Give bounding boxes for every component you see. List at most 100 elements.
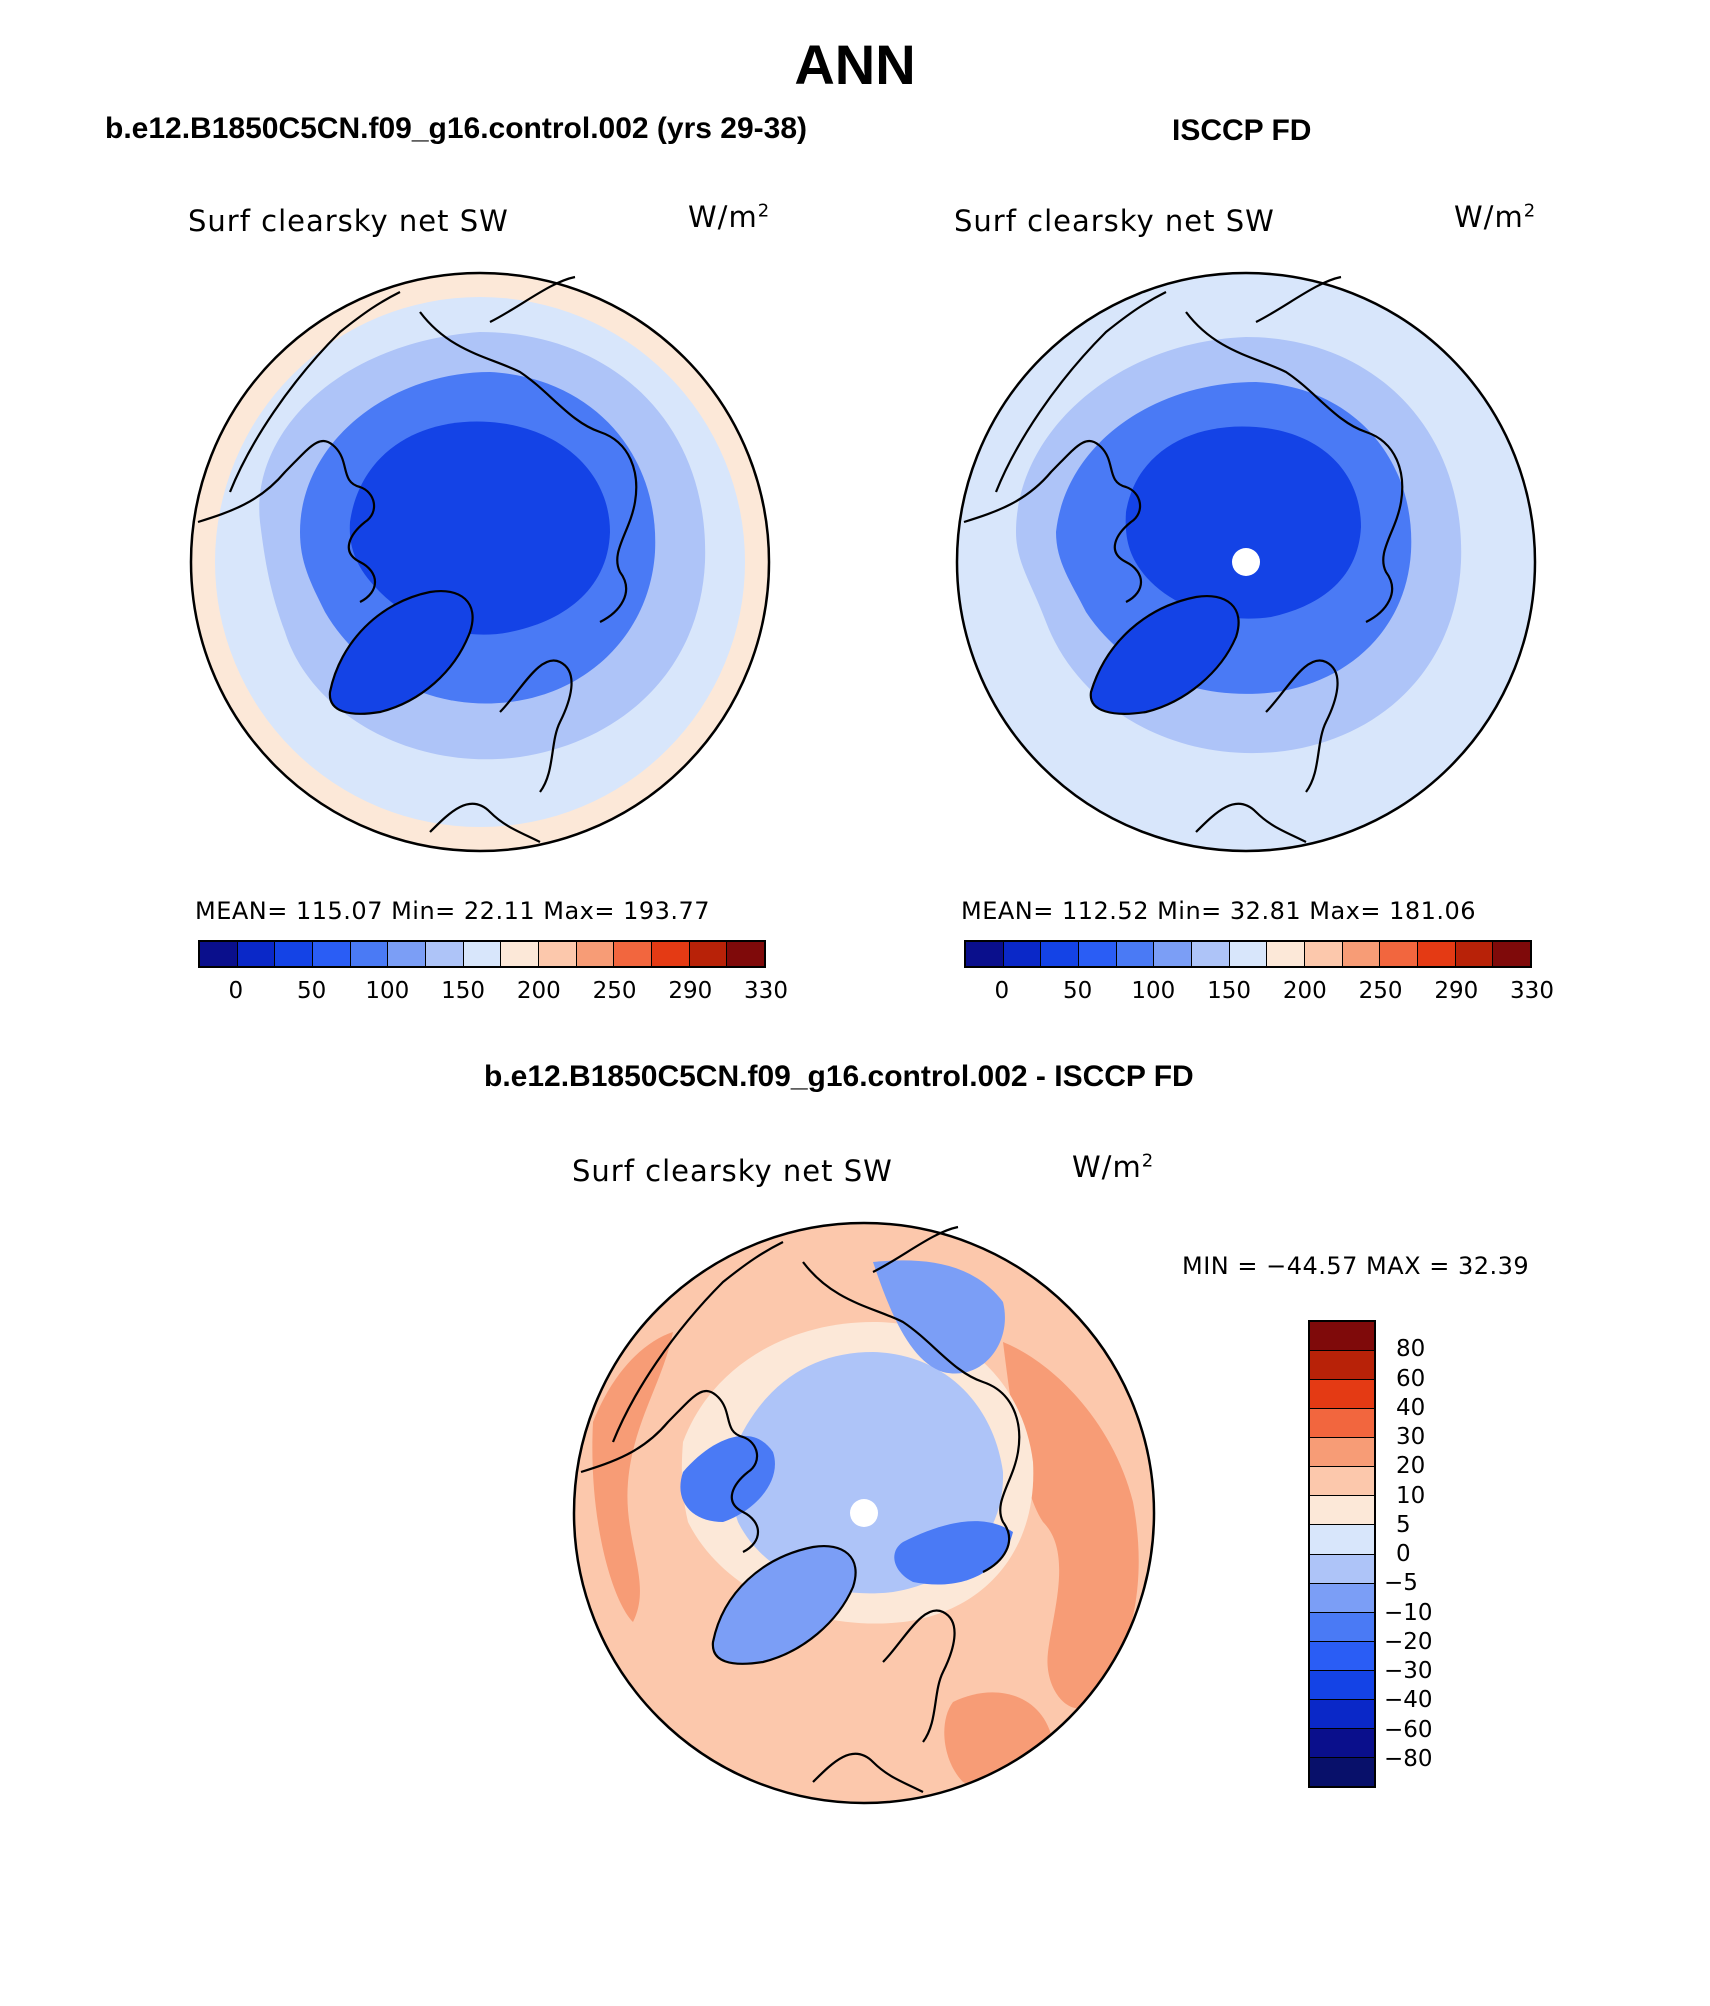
colorbar-swatch [463, 942, 502, 966]
obs-units-label: W/m2 [1454, 200, 1537, 234]
colorbar-tick-label: 0 [228, 978, 244, 1004]
colorbar-tick-label: 80 [1396, 1336, 1426, 1363]
obs-colorbar-ticks: 0 50 100 150 200 250 290 330 [964, 978, 1554, 1008]
colorbar-swatch [1310, 1467, 1374, 1497]
diff-units-label: W/m2 [1072, 1150, 1155, 1184]
colorbar-swatch [1418, 942, 1456, 966]
deep-blue-region [1125, 426, 1361, 619]
page-title: ANN [794, 33, 916, 96]
colorbar-swatch [1310, 1728, 1374, 1758]
obs-case-title: ISCCP FD [1172, 114, 1312, 147]
model-stats: MEAN= 115.07 Min= 22.11 Max= 193.77 [195, 897, 711, 925]
colorbar-swatch [1380, 942, 1419, 966]
colorbar-swatch [1310, 1699, 1374, 1729]
colorbar-swatch [313, 942, 351, 966]
colorbar-tick-label: 100 [365, 978, 410, 1004]
colorbar-tick-label: 330 [1510, 978, 1554, 1004]
colorbar-tick-label: 20 [1396, 1453, 1426, 1480]
colorbar-swatch [1342, 942, 1381, 966]
colorbar-swatch [1310, 1757, 1374, 1786]
diff-stats: MIN = −44.57 MAX = 32.39 [1182, 1252, 1530, 1280]
colorbar-swatch [237, 942, 276, 966]
colorbar-tick-label: −30 [1384, 1658, 1433, 1684]
diff-case-title: b.e12.B1850C5CN.f09_g16.control.002 - IS… [484, 1060, 1194, 1093]
colorbar-swatch [501, 942, 540, 966]
colorbar-tick-label: −5 [1384, 1570, 1418, 1597]
colorbar-tick-label: 150 [441, 978, 486, 1004]
orange-patch-east [1003, 1342, 1139, 1709]
coastlines [963, 275, 1404, 843]
colorbar-swatch [1310, 1409, 1374, 1439]
colorbar-swatch [1310, 1670, 1374, 1700]
colorbar-swatch [1310, 1612, 1374, 1642]
greenland-coast [328, 589, 474, 715]
europe-coast [429, 802, 541, 843]
colorbar-tick-label: 150 [1207, 978, 1252, 1004]
colorbar-swatch [539, 942, 577, 966]
colorbar-tick-label: 100 [1131, 978, 1176, 1004]
alaska-coast [228, 291, 401, 493]
model-case-title: b.e12.B1850C5CN.f09_g16.control.002 (yrs… [105, 112, 808, 145]
obs-variable-label: Surf clearsky net SW [954, 204, 1275, 238]
colorbar-tick-label: −10 [1384, 1599, 1433, 1626]
colorbar-tick-label: 10 [1396, 1482, 1426, 1509]
colorbar-swatch [275, 942, 314, 966]
mid-blue-region-canada [680, 1435, 775, 1522]
colorbar-swatch [966, 942, 1004, 966]
colorbar-swatch [426, 942, 464, 966]
colorbar-swatch [1310, 1641, 1374, 1671]
colorbar-tick-label: 200 [1282, 978, 1327, 1004]
model-colorbar [198, 940, 766, 968]
colorbar-tick-label: −40 [1384, 1687, 1433, 1714]
colorbar-swatch [1154, 942, 1193, 966]
colorbar-swatch [727, 942, 765, 966]
obs-stats: MEAN= 112.52 Min= 32.81 Max= 181.06 [961, 897, 1477, 925]
blue-greenland [712, 1546, 856, 1664]
diff-variable-label: Surf clearsky net SW [572, 1154, 893, 1188]
colorbar-tick-label: 30 [1396, 1424, 1426, 1450]
obs-colorbar [964, 940, 1532, 968]
colorbar-swatch [652, 942, 690, 966]
colorbar-tick-label: 60 [1396, 1365, 1426, 1392]
greenland-region [329, 591, 473, 714]
colorbar-tick-label: 0 [1396, 1541, 1411, 1567]
coastlines [580, 1225, 1021, 1793]
pole-hole [1232, 548, 1260, 576]
colorbar-swatch [1003, 942, 1042, 966]
colorbar-swatch [1310, 1380, 1374, 1410]
chukotka-coast [489, 275, 576, 323]
model-colorbar-ticks: 0 50 100 150 200 250 290 330 [198, 978, 788, 1008]
colorbar-swatch [689, 942, 728, 966]
colorbar-swatch [1229, 942, 1268, 966]
colorbar-swatch [388, 942, 427, 966]
orange-patch-west [592, 1332, 673, 1622]
colorbar-swatch [1305, 942, 1343, 966]
siberia-coast [419, 311, 638, 623]
colorbar-swatch [1310, 1351, 1374, 1381]
colorbar-swatch [1493, 942, 1531, 966]
colorbar-tick-label: 250 [592, 978, 637, 1004]
colorbar-swatch [1310, 1322, 1374, 1352]
colorbar-tick-label: 40 [1396, 1394, 1426, 1421]
colorbar-swatch [1079, 942, 1117, 966]
colorbar-swatch [1310, 1525, 1374, 1555]
mid-blue-region [873, 1260, 1005, 1374]
scandinavia-coast [499, 659, 573, 793]
colorbar-swatch [1455, 942, 1494, 966]
pole-hole [850, 1499, 878, 1527]
colorbar-tick-label: 200 [516, 978, 561, 1004]
coastlines [197, 275, 638, 843]
colorbar-tick-label: 50 [296, 978, 327, 1004]
colorbar-swatch [350, 942, 389, 966]
colorbar-tick-label: 50 [1062, 978, 1093, 1004]
colorbar-swatch [1310, 1554, 1374, 1584]
colorbar-swatch [1310, 1583, 1374, 1613]
greenland-region [1090, 596, 1239, 714]
obs-polar-map [955, 271, 1537, 853]
colorbar-tick-label: 5 [1396, 1511, 1411, 1538]
colorbar-swatch [1310, 1438, 1374, 1468]
colorbar-swatch [1192, 942, 1230, 966]
colorbar-tick-label: 250 [1358, 978, 1403, 1004]
colorbar-swatch [1116, 942, 1155, 966]
colorbar-tick-label: −60 [1384, 1716, 1433, 1743]
